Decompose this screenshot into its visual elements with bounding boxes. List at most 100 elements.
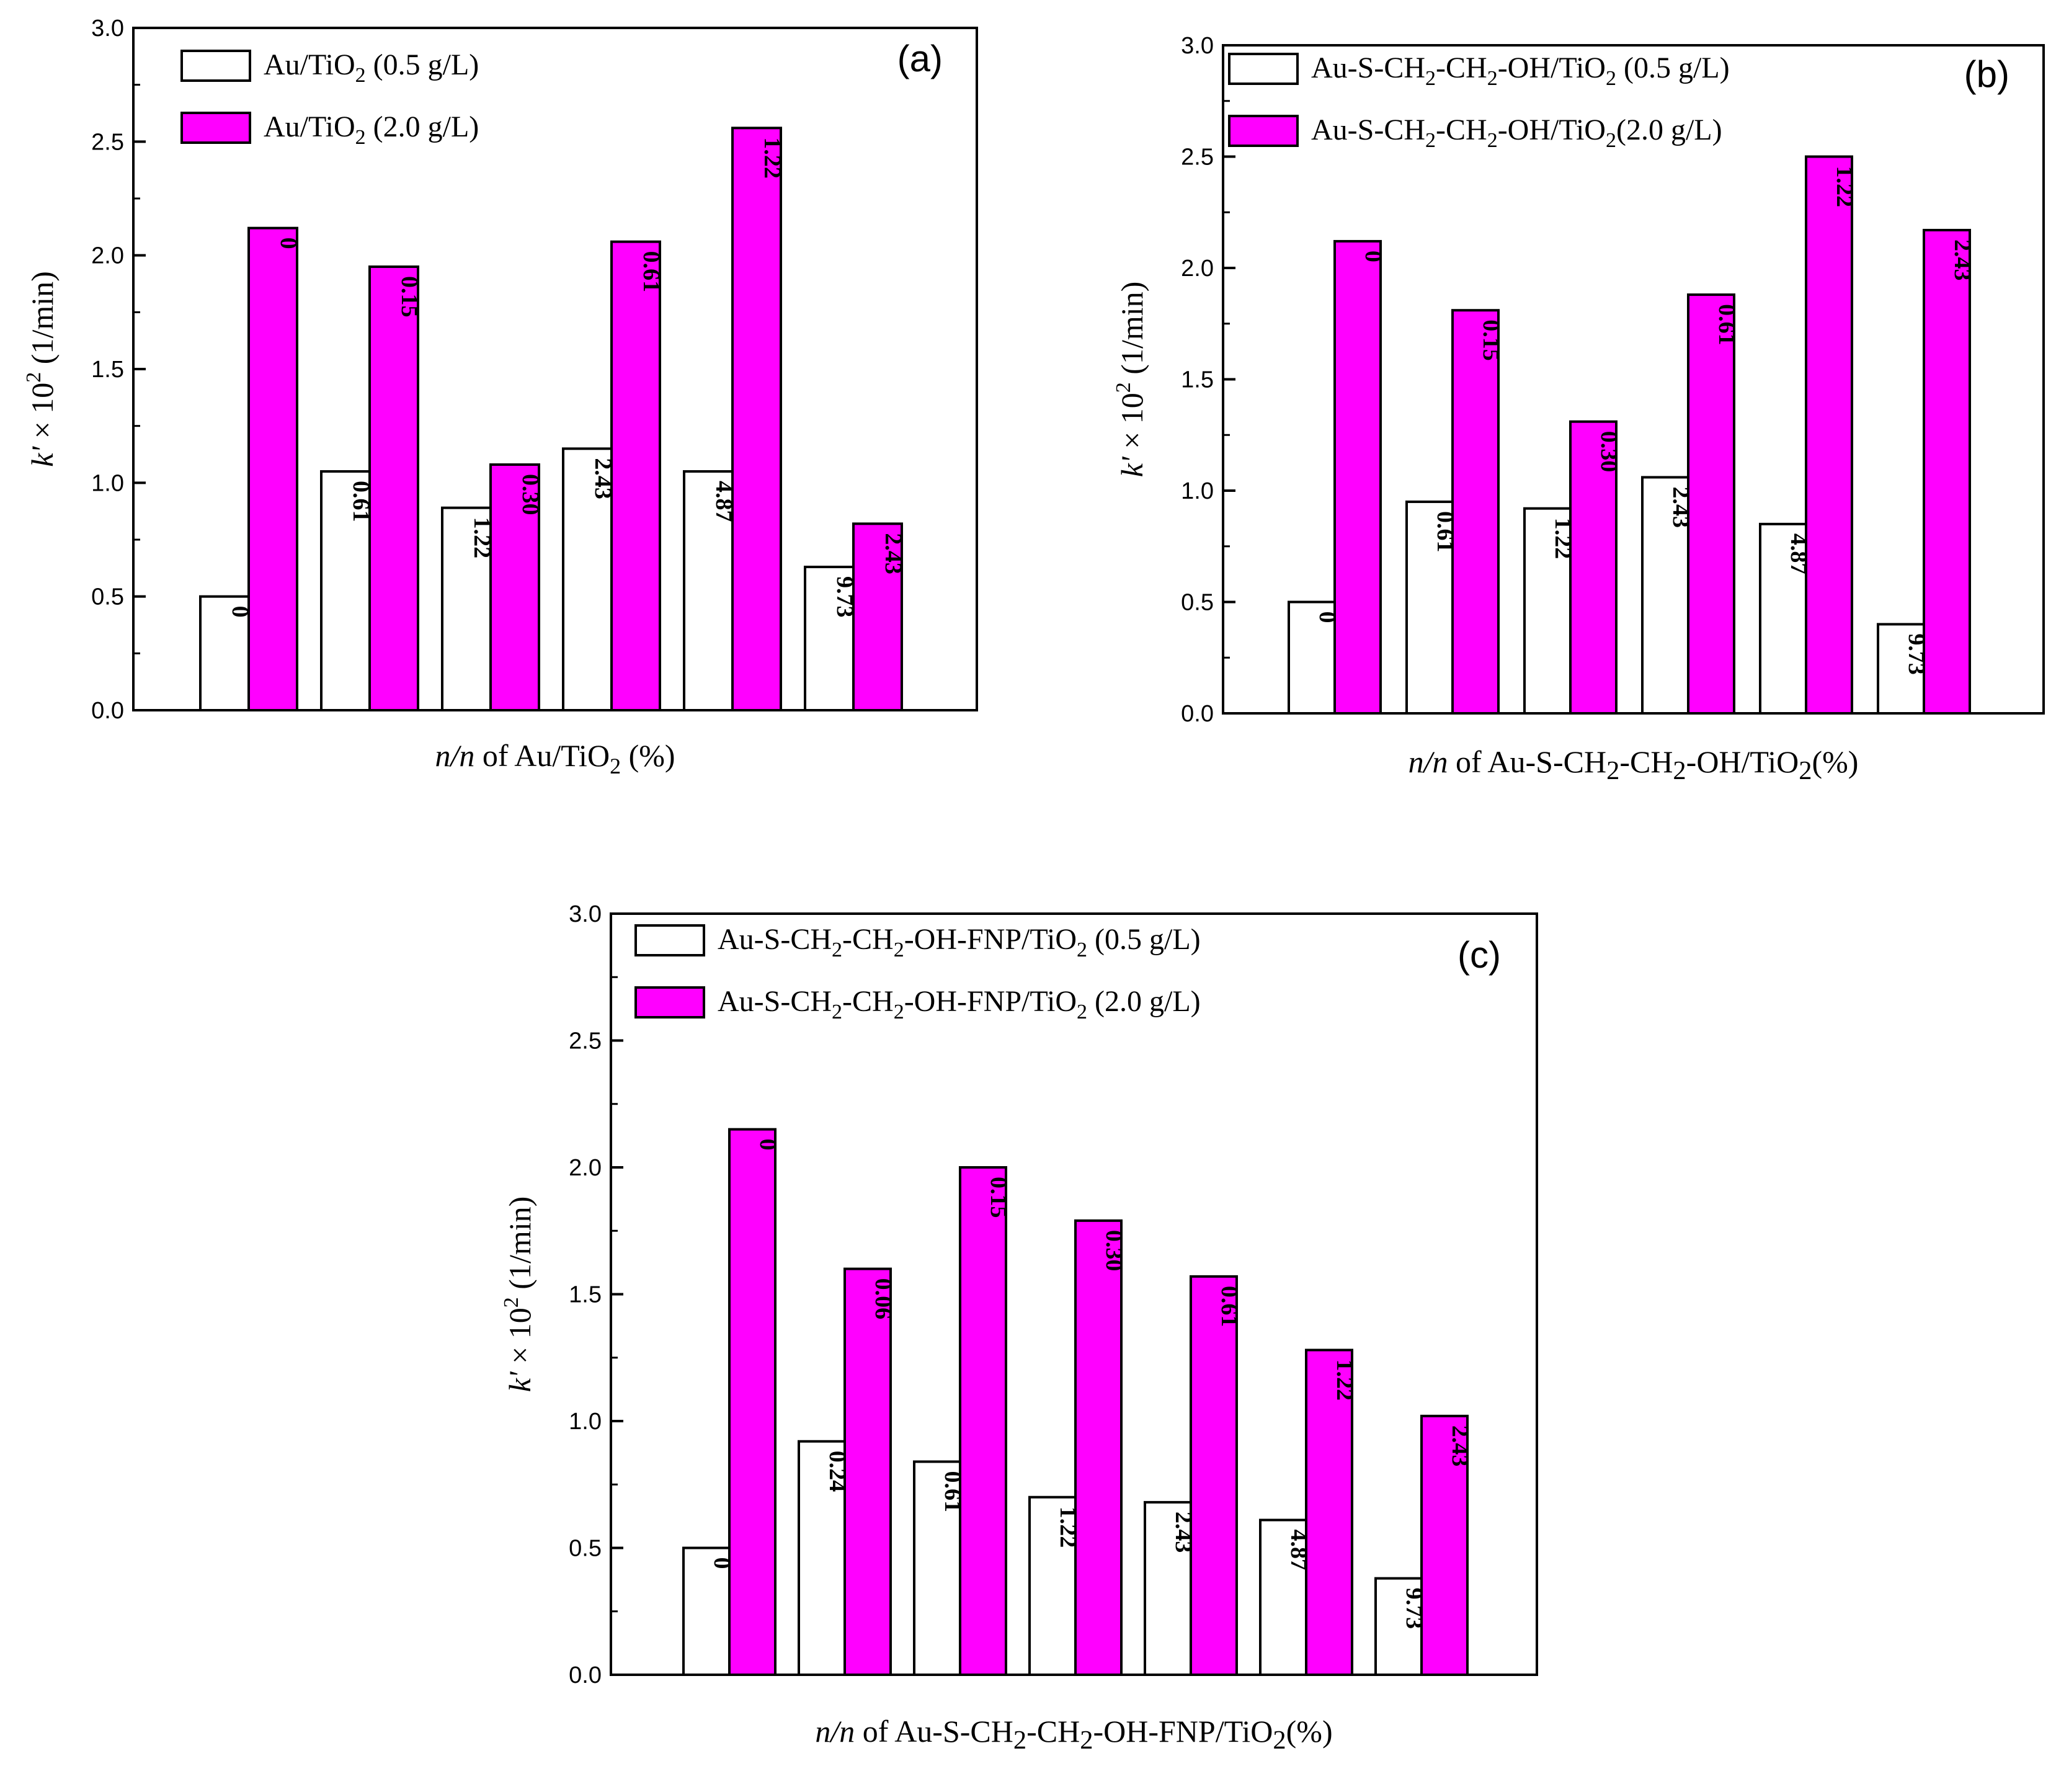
text-run: -CH	[1436, 114, 1487, 146]
bar-high-dose-3	[959, 1166, 1007, 1676]
legend-swatch	[634, 924, 705, 956]
y-tick-label: 2.0	[91, 243, 124, 269]
bar-high-dose-2	[368, 265, 419, 711]
bar-high-dose-6	[852, 522, 903, 711]
bar-data-label: 0.15	[1478, 319, 1504, 361]
y-tick-label: 1.0	[91, 470, 124, 496]
bar-high-dose-1	[1333, 239, 1382, 715]
subscript: 2	[355, 64, 366, 87]
subscript: 2	[1425, 129, 1436, 152]
subscript: 2	[1425, 67, 1436, 90]
x-axis-label: n/n of Au/TiO2 (%)	[435, 738, 675, 778]
legend-swatch	[1228, 53, 1299, 85]
bar-data-label: 0	[275, 238, 301, 249]
bar-low-dose-6	[804, 566, 855, 711]
bar-high-dose-6	[1923, 228, 1971, 715]
y-tick-label: 2.5	[1181, 145, 1214, 171]
y-tick-label: 0.0	[569, 1662, 602, 1688]
subscript: 2	[894, 938, 904, 961]
text-run: (2.0 g/L)	[1087, 985, 1201, 1018]
subscript: 2	[832, 938, 842, 961]
text-run: (2.0 g/L)	[366, 110, 479, 143]
y-tick-label: 2.5	[91, 129, 124, 155]
bar-data-label: 2.43	[1949, 239, 1975, 281]
text-run: k'	[1115, 456, 1149, 477]
text-run: × 10	[25, 383, 60, 447]
text-run: of Au-S-CH	[1448, 744, 1606, 779]
y-axis-label: k' × 102 (1/min)	[1112, 282, 1149, 478]
bar-low-dose-1	[1288, 600, 1336, 715]
x-axis-label: n/n of Au-S-CH2-CH2-OH-FNP/TiO2(%)	[815, 1714, 1332, 1755]
superscript: 2	[22, 372, 45, 383]
bar-low-dose-1	[199, 595, 250, 712]
text-run: of Au-S-CH	[855, 1714, 1013, 1749]
y-tick-label: 1.0	[1181, 478, 1214, 504]
legend-label: Au/TiO2 (0.5 g/L)	[264, 48, 479, 87]
panel-tag: (c)	[1457, 934, 1501, 976]
subscript: 2	[1487, 129, 1498, 152]
text-run: × 10	[502, 1308, 537, 1371]
superscript: 2	[1112, 382, 1135, 393]
text-run: (1/min)	[1115, 282, 1149, 382]
bar-low-dose-1	[682, 1546, 731, 1676]
subscript: 2	[1077, 1001, 1087, 1023]
bar-low-dose-4	[1028, 1496, 1077, 1676]
text-run: (%)	[1812, 744, 1858, 779]
y-tick-label: 1.0	[569, 1409, 602, 1435]
bar-high-dose-2	[843, 1267, 892, 1676]
chart-panel-1: 000.610.151.220.30 2.430.614.871.229.732.…	[22, 16, 978, 778]
text-run: -CH	[842, 985, 894, 1018]
text-run: (%)	[1286, 1714, 1333, 1749]
text-run: -OH/TiO	[1686, 744, 1799, 779]
y-tick-label: 1.5	[91, 357, 124, 383]
bar-low-dose-2	[1405, 500, 1454, 715]
text-run: (1/min)	[502, 1197, 537, 1297]
text-run: k'	[502, 1371, 537, 1392]
text-run: (%)	[621, 738, 675, 773]
text-run: n/n	[1408, 744, 1448, 779]
y-tick-label: 0.0	[91, 698, 124, 724]
text-run: Au-S-CH	[1311, 114, 1425, 146]
panel-tag: (a)	[897, 38, 943, 79]
legend-swatch	[180, 50, 251, 82]
text-run: -OH/TiO	[1498, 114, 1606, 146]
legend-swatch	[634, 986, 705, 1019]
bar-data-label: 0	[1360, 251, 1386, 262]
bar-data-label: 2.43	[1447, 1425, 1473, 1467]
bar-high-dose-6	[1305, 1348, 1353, 1676]
bar-data-label: 0.30	[517, 474, 543, 515]
subscript: 2	[1673, 756, 1686, 785]
y-tick-label: 0.0	[1181, 701, 1214, 727]
bar-high-dose-2	[1451, 309, 1500, 715]
bar-data-label: 0	[755, 1139, 781, 1151]
subscript: 2	[1273, 1726, 1286, 1755]
bar-high-dose-5	[1190, 1275, 1238, 1677]
y-tick-label: 0.5	[1181, 590, 1214, 616]
text-run: n/n	[815, 1714, 855, 1749]
bar-data-label: 0.61	[638, 251, 664, 293]
bar-high-dose-5	[1805, 155, 1853, 715]
bar-data-label: 0.61	[1216, 1286, 1242, 1327]
subscript: 2	[1013, 1726, 1026, 1755]
bar-data-label: 1.22	[1332, 1359, 1358, 1401]
bar-low-dose-3	[913, 1460, 961, 1676]
text-run: of Au/TiO	[474, 738, 610, 773]
chart-panel-2: 000.610.151.220.302.430.614.871.229.732.…	[1112, 33, 2045, 785]
y-tick-label: 0.5	[91, 584, 124, 610]
y-tick-label: 1.5	[1181, 367, 1214, 393]
bar-data-label: 2.43	[880, 533, 906, 574]
text-run: -OH-FNP/TiO	[904, 923, 1077, 956]
legend-label: Au-S-CH2-CH2-OH/TiO2 (0.5 g/L)	[1311, 51, 1730, 90]
subscript: 2	[1080, 1726, 1093, 1755]
chart-panel-3: 000.240.060.610.151.220.302.430.614.871.…	[500, 901, 1538, 1755]
subscript: 2	[1606, 67, 1616, 90]
subscript: 2	[1077, 938, 1087, 961]
subscript: 2	[1487, 67, 1498, 90]
subscript: 2	[894, 1001, 904, 1023]
text-run: -CH	[842, 923, 894, 956]
bar-data-label: 1.22	[759, 137, 785, 178]
text-run: Au/TiO	[264, 48, 355, 81]
bar-high-dose-5	[731, 127, 782, 712]
bar-data-label: 0.15	[396, 276, 422, 318]
